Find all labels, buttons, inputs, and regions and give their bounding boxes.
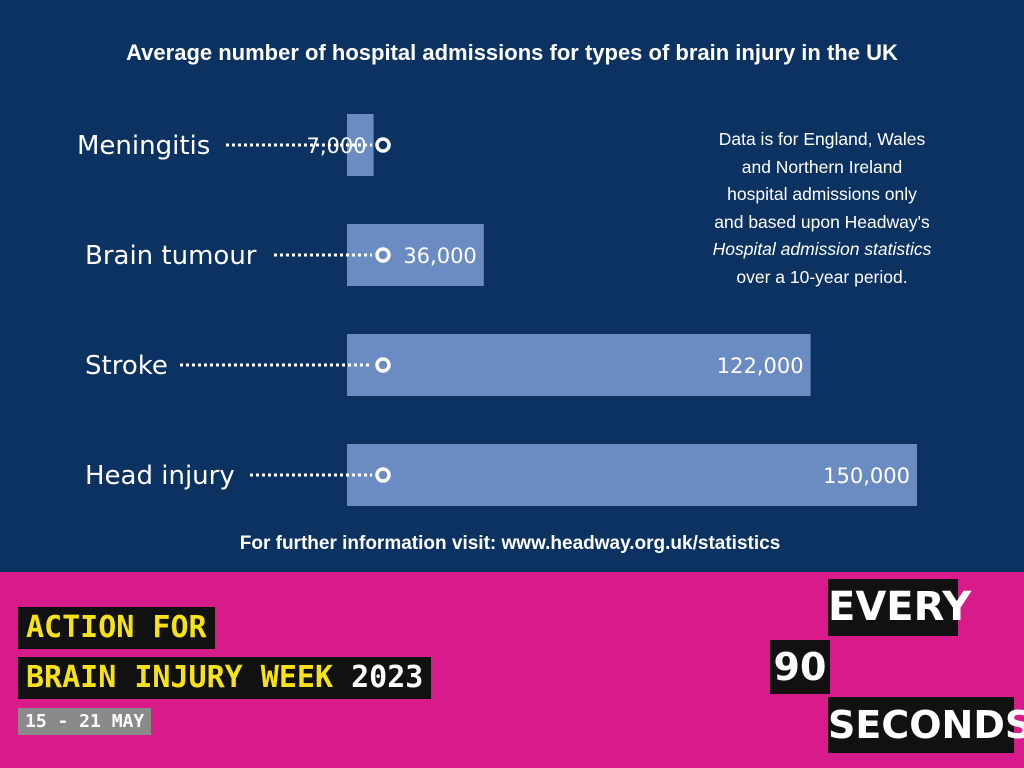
category-label: Meningitis <box>77 131 210 161</box>
campaign-line-1: ACTION FOR <box>18 607 215 649</box>
note-line: and Northern Ireland <box>741 156 903 177</box>
bar-stroke <box>347 334 811 396</box>
marker-dot <box>375 247 391 263</box>
category-label: Head injury <box>85 461 235 491</box>
bar-head-injury <box>347 444 917 506</box>
slogan-seconds: SECONDS <box>828 697 1024 753</box>
marker-dot <box>375 357 391 373</box>
source-title: Hospital admission statistics <box>712 239 932 259</box>
marker-dot <box>375 137 391 153</box>
note-line: hospital admissions only <box>727 184 917 204</box>
slogan-every: EVERY <box>828 579 971 636</box>
data-label: 150,000 <box>823 464 910 488</box>
data-source-note: Data is for England, Wales and Northern … <box>680 126 964 291</box>
category-label: Stroke <box>85 351 168 381</box>
campaign-line-2: BRAIN INJURY WEEK 2023 <box>18 657 432 699</box>
campaign-name: BRAIN INJURY WEEK <box>26 660 334 695</box>
note-line: Data is for England, Wales <box>718 129 926 149</box>
chart-title: Average number of hospital admissions fo… <box>126 40 898 65</box>
note-line: over a 10-year period. <box>736 266 908 287</box>
more-info-link[interactable]: For further information visit: www.headw… <box>239 533 781 554</box>
slogan-number: 90 <box>770 640 830 694</box>
data-label: 7,000 <box>306 134 366 158</box>
bar-brain-tumour <box>347 224 484 286</box>
marker-dot <box>375 467 391 483</box>
note-line: and based upon Headway's <box>714 211 930 232</box>
category-label: Brain tumour <box>85 241 257 271</box>
campaign-year: 2023 <box>351 660 424 695</box>
data-label: 122,000 <box>717 354 804 378</box>
note-line: Hospital admission statistics <box>680 236 964 264</box>
campaign-dates: 15 - 21 MAY <box>18 708 152 735</box>
bar-chart: Meningitis 7,000 Brain tumour 36,000 Stroke 1… <box>77 114 917 506</box>
data-label: 36,000 <box>403 244 476 268</box>
